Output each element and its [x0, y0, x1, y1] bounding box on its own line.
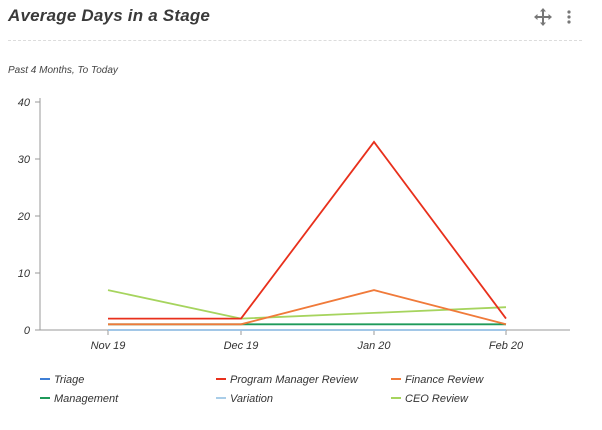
widget-header: Average Days in a Stage [0, 0, 602, 40]
series-line-finance-review [108, 289, 507, 326]
move-icon[interactable] [534, 8, 552, 26]
x-tick-label: Feb 20 [489, 340, 524, 352]
x-tick-label: Dec 19 [224, 340, 259, 352]
y-tick-label: 10 [18, 268, 31, 280]
series-line-program-manager-review [108, 140, 507, 320]
y-tick-label: 20 [17, 211, 31, 223]
chart-subtitle: Past 4 Months, To Today [8, 65, 118, 76]
legend-label: Management [54, 393, 119, 405]
legend-label: Triage [54, 374, 84, 386]
y-tick-label: 30 [18, 154, 31, 166]
widget-title: Average Days in a Stage [8, 6, 211, 25]
header-divider [8, 40, 582, 41]
x-tick-label: Nov 19 [91, 340, 126, 352]
series-line-ceo-review [107, 289, 507, 320]
legend-label: Program Manager Review [230, 374, 359, 386]
y-tick-label: 40 [18, 97, 31, 109]
legend-label: Finance Review [405, 374, 484, 386]
legend-label: CEO Review [405, 393, 469, 405]
y-tick-label: 0 [24, 325, 31, 337]
more-vertical-icon[interactable] [562, 8, 576, 26]
legend-label: Variation [230, 393, 273, 405]
x-tick-label: Jan 20 [356, 340, 391, 352]
